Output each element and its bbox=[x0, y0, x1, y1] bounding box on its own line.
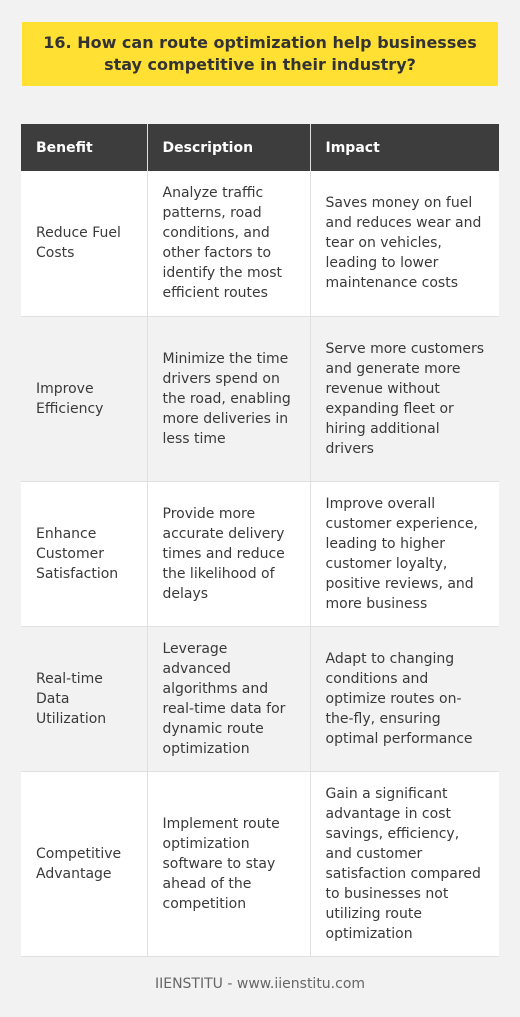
impact-cell: Gain a significant advantage in cost sav… bbox=[310, 771, 499, 957]
benefit-cell: Enhance Customer Satisfaction bbox=[21, 481, 148, 627]
description-cell: Provide more accurate delivery times and… bbox=[147, 481, 311, 627]
page-title: 16. How can route optimization help busi… bbox=[43, 33, 477, 74]
impact-cell: Saves money on fuel and reduces wear and… bbox=[310, 171, 499, 317]
table-header-row: Benefit Description Impact bbox=[21, 124, 499, 171]
benefit-cell: Real-time Data Utilization bbox=[21, 626, 148, 772]
table-row: Improve Efficiency Minimize the time dri… bbox=[21, 316, 499, 482]
table-row: Enhance Customer Satisfaction Provide mo… bbox=[21, 481, 499, 627]
column-header-description: Description bbox=[147, 124, 311, 171]
column-header-benefit: Benefit bbox=[21, 124, 148, 171]
table-row: Reduce Fuel Costs Analyze traffic patter… bbox=[21, 171, 499, 317]
benefit-cell: Competitive Advantage bbox=[21, 771, 148, 957]
impact-cell: Improve overall customer experience, lea… bbox=[310, 481, 499, 627]
column-header-impact: Impact bbox=[310, 124, 499, 171]
table-row: Competitive Advantage Implement route op… bbox=[21, 771, 499, 957]
footer-credit: IIENSTITU - www.iienstitu.com bbox=[154, 976, 366, 992]
title-banner: 16. How can route optimization help busi… bbox=[22, 22, 498, 86]
benefit-cell: Reduce Fuel Costs bbox=[21, 171, 148, 317]
table-row: Real-time Data Utilization Leverage adva… bbox=[21, 626, 499, 772]
benefit-cell: Improve Efficiency bbox=[21, 316, 148, 482]
impact-cell: Adapt to changing conditions and optimiz… bbox=[310, 626, 499, 772]
benefits-table: Benefit Description Impact Reduce Fuel C… bbox=[21, 124, 499, 957]
description-cell: Implement route optimization software to… bbox=[147, 771, 311, 957]
description-cell: Leverage advanced algorithms and real-ti… bbox=[147, 626, 311, 772]
impact-cell: Serve more customers and generate more r… bbox=[310, 316, 499, 482]
description-cell: Minimize the time drivers spend on the r… bbox=[147, 316, 311, 482]
description-cell: Analyze traffic patterns, road condition… bbox=[147, 171, 311, 317]
